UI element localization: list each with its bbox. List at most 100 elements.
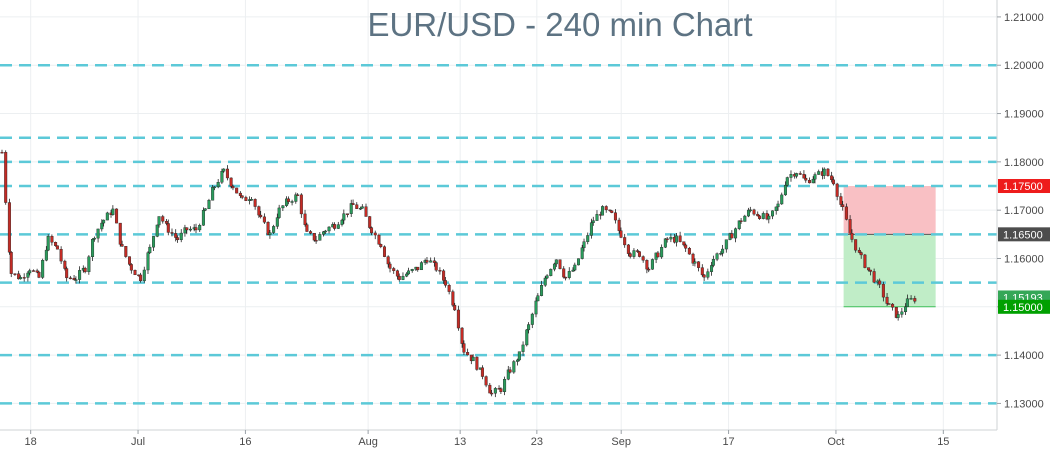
candle xyxy=(756,213,760,217)
candle xyxy=(656,252,660,258)
candle xyxy=(881,284,885,298)
candle xyxy=(746,209,750,217)
candle xyxy=(351,203,355,205)
candle xyxy=(388,263,392,269)
candle xyxy=(811,178,815,184)
candle xyxy=(37,271,41,278)
y-tick-label: 1.21000 xyxy=(1004,12,1044,24)
candle xyxy=(525,329,529,346)
candle xyxy=(517,351,521,361)
candle xyxy=(867,267,871,271)
candle xyxy=(74,279,78,281)
candle xyxy=(904,306,908,313)
candle xyxy=(613,212,617,221)
candle xyxy=(425,260,429,263)
candle xyxy=(115,208,119,224)
candle xyxy=(442,270,446,281)
x-tick-label: Oct xyxy=(827,436,844,448)
candle xyxy=(0,151,4,154)
candle xyxy=(133,270,137,276)
y-tick-label: 1.14000 xyxy=(1004,350,1044,362)
trade-zones xyxy=(843,186,936,308)
candle xyxy=(443,280,447,286)
candle xyxy=(554,259,558,265)
candle xyxy=(822,168,826,176)
candle xyxy=(355,204,359,209)
candle xyxy=(309,231,313,234)
candle xyxy=(216,182,220,188)
candle xyxy=(18,277,22,280)
candle xyxy=(719,253,723,255)
candle xyxy=(203,208,207,211)
candle xyxy=(894,307,898,318)
x-tick-label: 23 xyxy=(531,436,543,448)
candle xyxy=(693,261,697,264)
candle xyxy=(401,275,405,280)
candle xyxy=(212,186,216,189)
candle xyxy=(626,244,630,254)
candle xyxy=(161,216,165,222)
candle xyxy=(628,253,632,257)
candle xyxy=(4,152,8,203)
candle xyxy=(619,230,623,238)
candle xyxy=(360,206,364,209)
candle xyxy=(55,245,59,250)
candle xyxy=(111,208,115,215)
candle xyxy=(647,268,651,271)
candle xyxy=(35,270,39,273)
candle xyxy=(386,256,390,265)
candle xyxy=(571,269,575,272)
candle xyxy=(783,185,787,196)
candle xyxy=(174,233,178,238)
x-tick-label: 15 xyxy=(937,436,949,448)
candle xyxy=(817,171,821,175)
candle xyxy=(475,356,479,370)
candle xyxy=(650,259,654,270)
candle xyxy=(580,247,584,259)
candle xyxy=(416,266,420,271)
candle xyxy=(410,269,414,272)
chart-title: EUR/USD - 240 min Chart xyxy=(367,6,752,43)
candle xyxy=(157,216,161,226)
candle xyxy=(272,226,276,233)
candle xyxy=(22,277,26,279)
candle xyxy=(100,222,104,230)
candle xyxy=(743,215,747,222)
candle xyxy=(748,209,752,212)
candle xyxy=(290,201,294,203)
candle xyxy=(54,242,58,246)
candle xyxy=(305,224,309,232)
candle xyxy=(887,303,891,305)
candle xyxy=(499,388,503,392)
candle xyxy=(776,203,780,208)
x-tick-label: 17 xyxy=(722,436,734,448)
candle xyxy=(370,227,374,234)
candle xyxy=(235,187,239,194)
candle xyxy=(767,215,771,220)
candle xyxy=(591,220,595,223)
candle xyxy=(780,194,784,205)
candle xyxy=(281,205,285,209)
candle xyxy=(878,280,882,285)
candle xyxy=(802,173,806,179)
x-axis: 18 Jul 16 Aug 13 23 Sep 17 Oct 15 xyxy=(25,430,949,448)
candle xyxy=(303,213,307,225)
price-label-box xyxy=(998,299,1050,314)
candle xyxy=(188,228,192,231)
candle xyxy=(419,262,423,271)
x-tick-label: Aug xyxy=(358,436,378,448)
candle xyxy=(530,313,534,325)
candle xyxy=(774,206,778,212)
candle xyxy=(285,198,289,206)
candle xyxy=(632,250,636,257)
candle xyxy=(608,209,612,212)
candle xyxy=(83,267,87,273)
candle xyxy=(623,237,627,246)
y-tick-label: 1.18000 xyxy=(1004,157,1044,169)
candle xyxy=(318,234,322,241)
candle xyxy=(277,207,281,218)
candle xyxy=(148,246,152,253)
trade-zone-risk xyxy=(843,186,936,235)
candle xyxy=(493,388,497,394)
